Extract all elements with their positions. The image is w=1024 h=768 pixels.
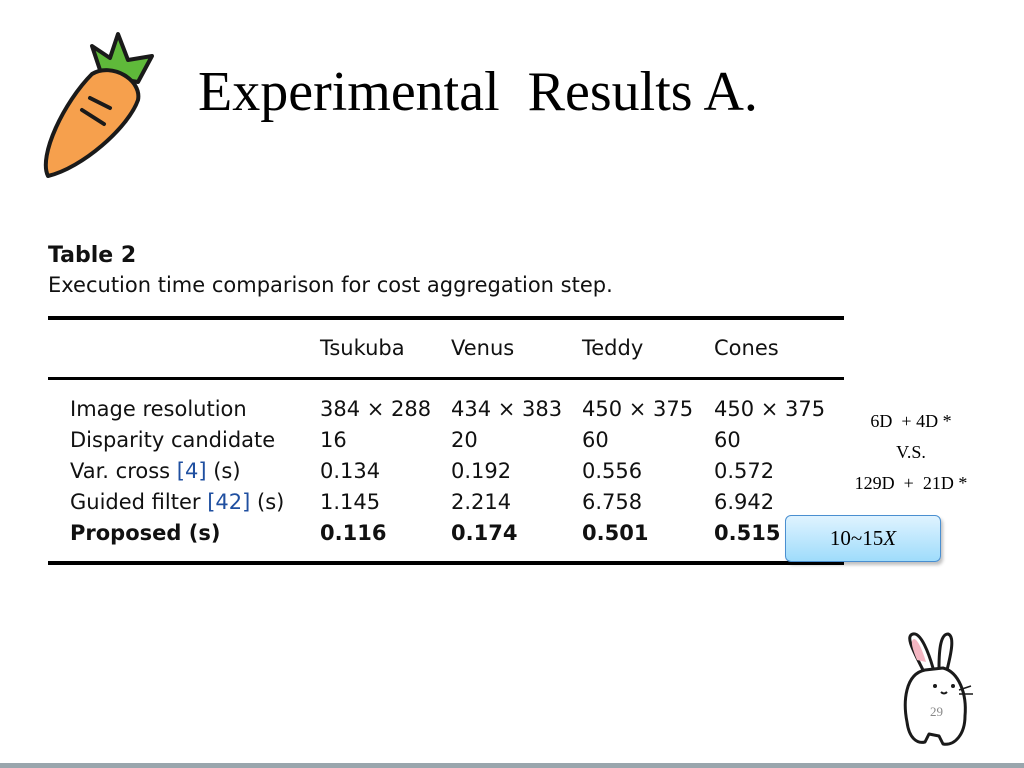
table-cell: 60 bbox=[714, 428, 741, 452]
speedup-value: 10~15 bbox=[829, 526, 884, 550]
citation-link[interactable]: [4] bbox=[176, 459, 207, 483]
table-cell: 0.556 bbox=[582, 459, 643, 483]
row-label-text: Image resolution bbox=[70, 397, 247, 421]
table-cell: 0.174 bbox=[451, 521, 518, 545]
table-cell: 450 × 375 bbox=[714, 397, 826, 421]
column-header: Tsukuba bbox=[320, 336, 405, 360]
table-cell: 60 bbox=[582, 428, 609, 452]
table-cell: 16 bbox=[320, 428, 347, 452]
annotation-line-2: V.S. bbox=[896, 442, 926, 462]
row-label-text: Proposed (s) bbox=[70, 521, 221, 545]
bunny-icon bbox=[903, 632, 973, 746]
table-cell: 0.572 bbox=[714, 459, 775, 483]
table-cell: 450 × 375 bbox=[582, 397, 694, 421]
row-label: Proposed (s) bbox=[70, 520, 220, 546]
table-description: Execution time comparison for cost aggre… bbox=[48, 273, 613, 297]
table-cell: 434 × 383 bbox=[451, 397, 563, 421]
carrot-icon bbox=[43, 32, 154, 178]
table-top-rule bbox=[48, 316, 844, 320]
table-cell: 2.214 bbox=[451, 490, 512, 514]
table-cell: 6.758 bbox=[582, 490, 643, 514]
column-header: Cones bbox=[714, 336, 779, 360]
footer-bar bbox=[0, 763, 1024, 768]
row-label: Disparity candidate bbox=[70, 427, 275, 453]
table-cell: 384 × 288 bbox=[320, 397, 432, 421]
table-cell: 6.942 bbox=[714, 490, 775, 514]
row-label: Var. cross [4] (s) bbox=[70, 458, 241, 484]
speedup-unit: X bbox=[883, 526, 897, 550]
citation-link[interactable]: [42] bbox=[207, 490, 251, 514]
row-label: Image resolution bbox=[70, 396, 247, 422]
table-number: Table 2 bbox=[48, 243, 137, 268]
row-unit: (s) bbox=[257, 490, 285, 514]
row-label-text: Var. cross bbox=[70, 459, 171, 483]
row-label: Guided filter [42] (s) bbox=[70, 489, 284, 515]
table-bottom-rule bbox=[48, 561, 844, 565]
table-cell: 0.501 bbox=[582, 521, 649, 545]
table-cell: 0.134 bbox=[320, 459, 381, 483]
row-label-text: Disparity candidate bbox=[70, 428, 276, 452]
page-number: 29 bbox=[930, 704, 943, 719]
slide-title: Experimental Results A. bbox=[198, 61, 758, 123]
annotation-line-3: 129D + 21D * bbox=[854, 473, 968, 493]
table-header-rule bbox=[48, 377, 844, 380]
row-unit: (s) bbox=[213, 459, 241, 483]
row-label-text: Guided filter bbox=[70, 490, 201, 514]
column-header: Venus bbox=[451, 336, 515, 360]
table-cell: 0.116 bbox=[320, 521, 387, 545]
annotation-line-1: 6D + 4D * bbox=[870, 411, 952, 431]
table-caption: Table 2 Execution time comparison for co… bbox=[48, 242, 613, 300]
table-cell: 20 bbox=[451, 428, 478, 452]
table-cell: 1.145 bbox=[320, 490, 381, 514]
table-cell: 0.515 bbox=[714, 521, 781, 545]
table-cell: 0.192 bbox=[451, 459, 512, 483]
speedup-callout: 10~15 X bbox=[785, 515, 941, 562]
column-header: Teddy bbox=[582, 336, 644, 360]
